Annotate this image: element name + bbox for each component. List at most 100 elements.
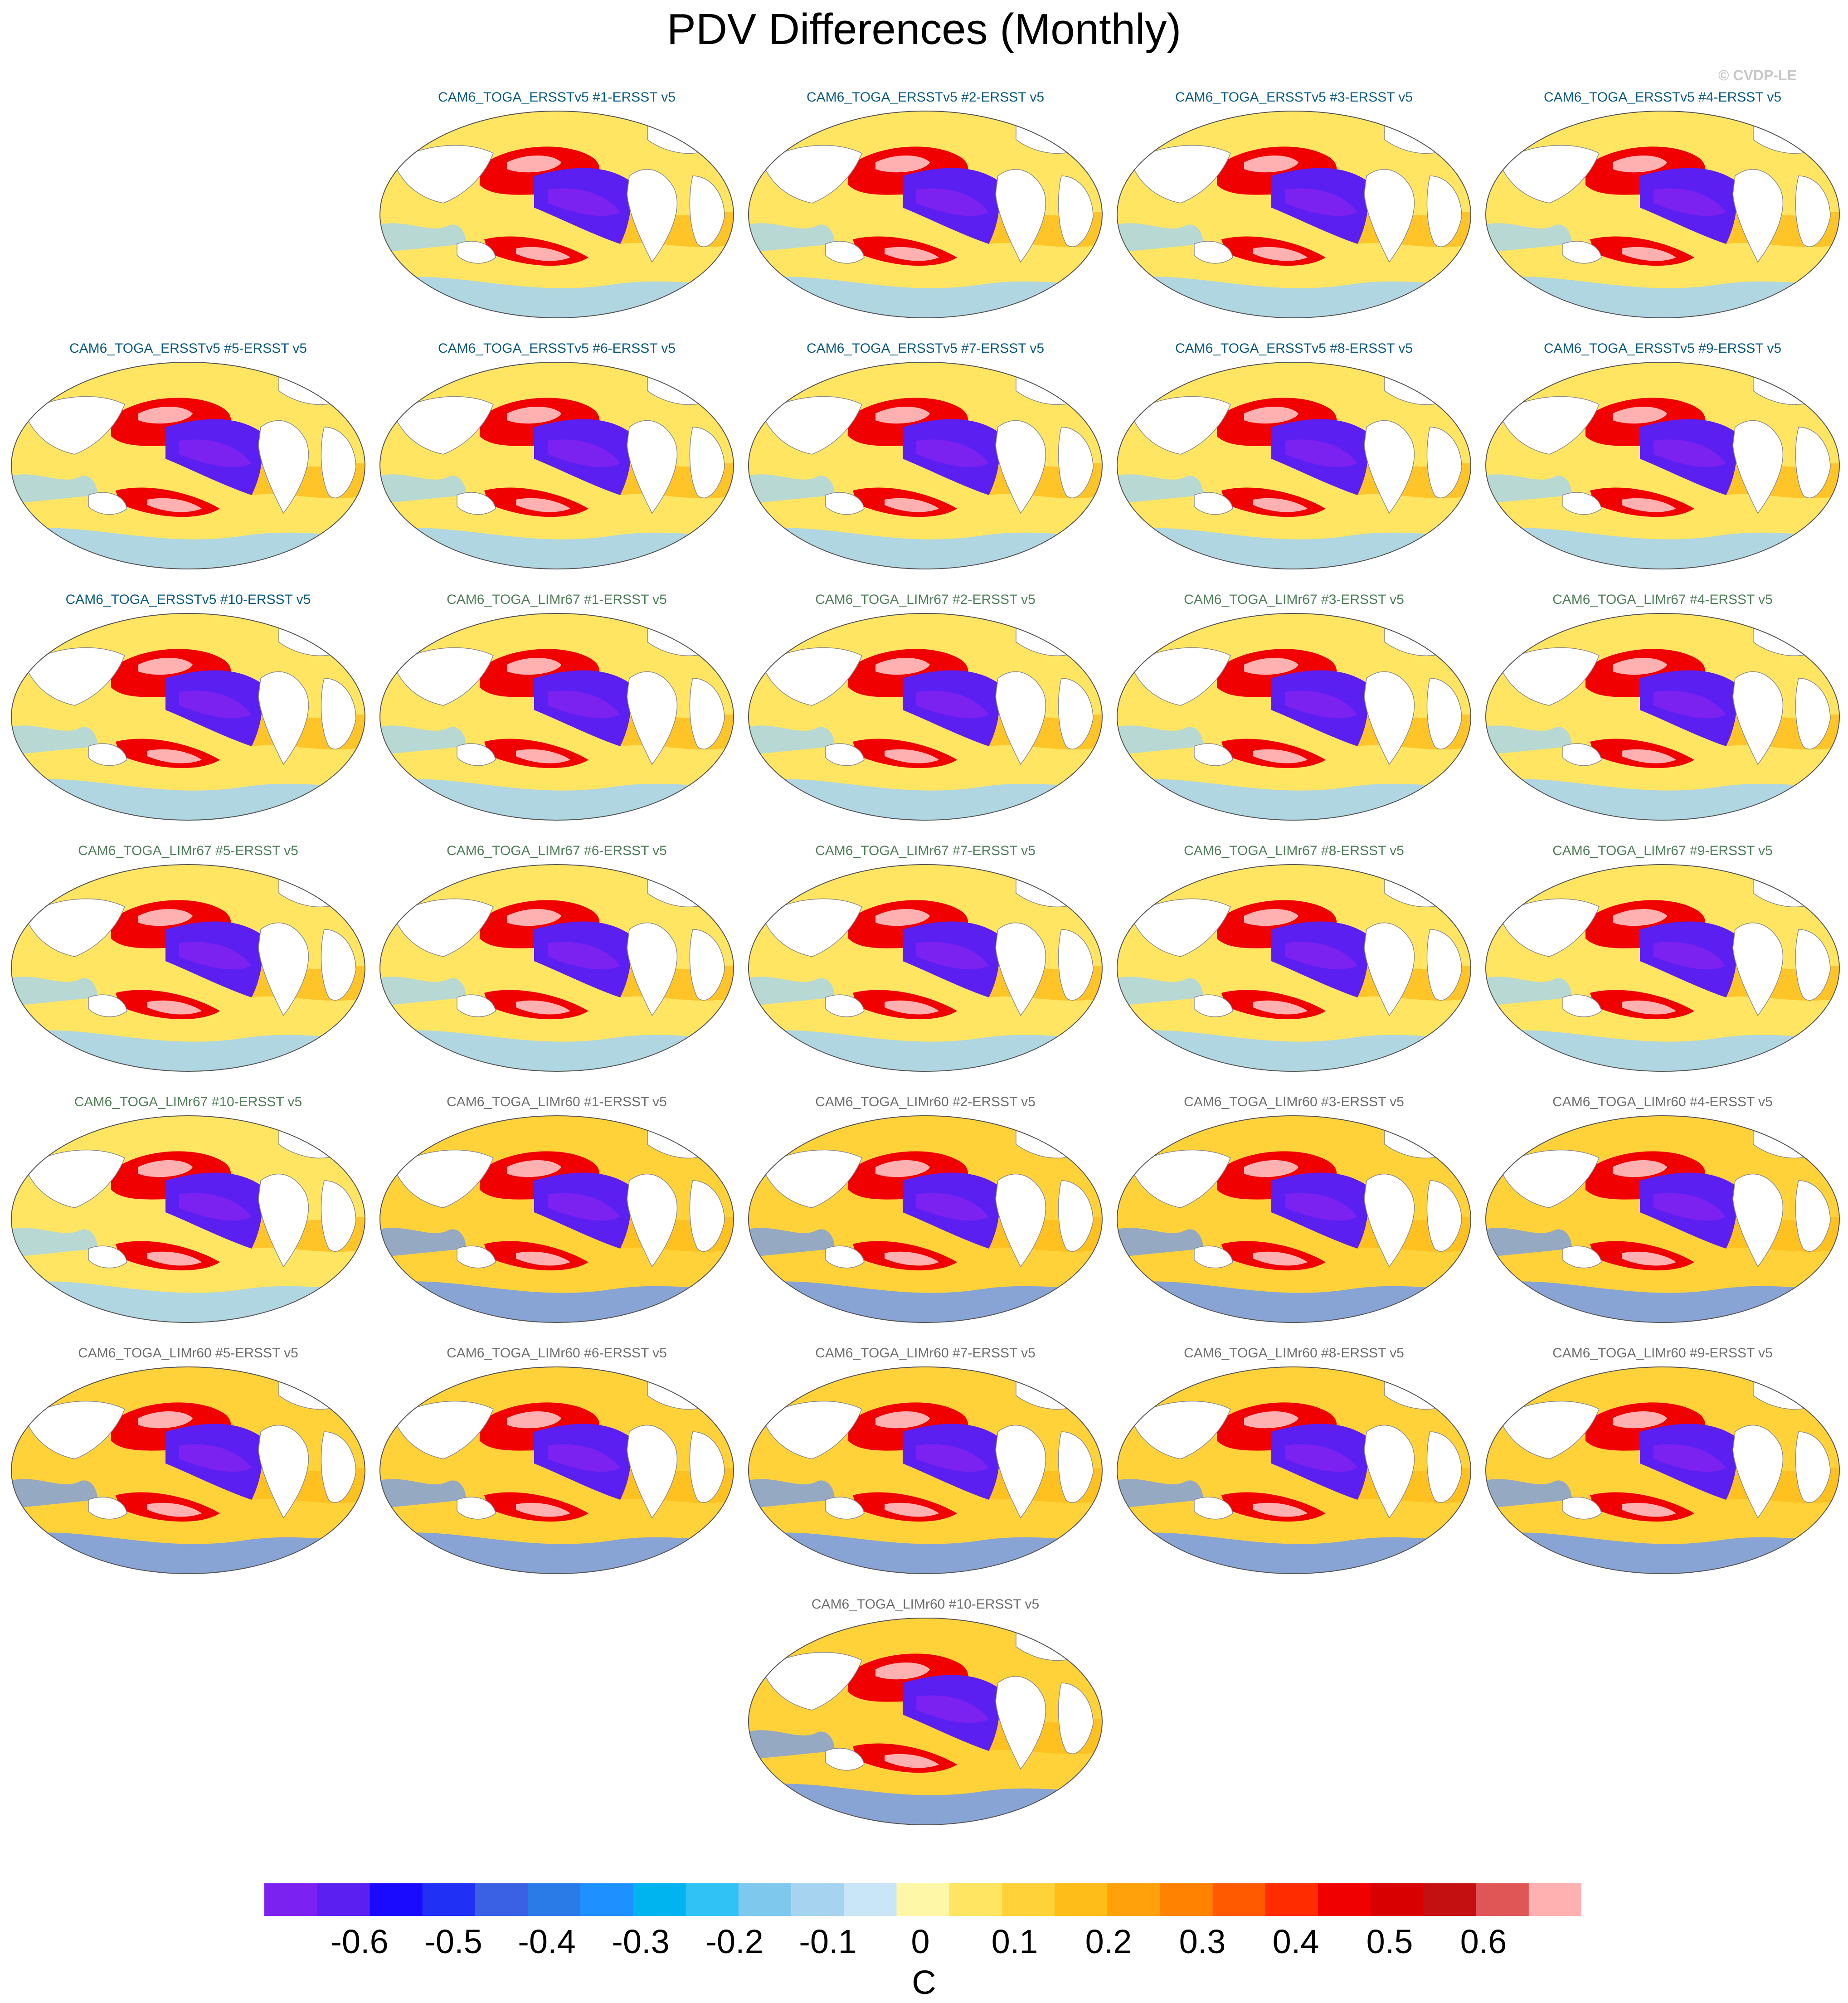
north-pacific-warm-core bbox=[875, 407, 930, 424]
south-pacific-warm-core bbox=[147, 498, 202, 512]
australia-land bbox=[825, 492, 865, 515]
colorbar-swatch bbox=[633, 1883, 686, 1916]
north-pacific-warm-core bbox=[1613, 407, 1667, 424]
map-panel: CAM6_TOGA_LIMr60 #2-ERSST v5 bbox=[744, 1094, 1107, 1335]
north-pacific-warm-core bbox=[875, 1411, 930, 1429]
colorbar-tick-label: 0.3 bbox=[1179, 1923, 1226, 1960]
colorbar-swatch bbox=[949, 1883, 1002, 1916]
map-panel: CAM6_TOGA_LIMr60 #7-ERSST v5 bbox=[744, 1346, 1107, 1586]
panel-title: CAM6_TOGA_LIMr67 #7-ERSST v5 bbox=[815, 843, 1036, 858]
australia-land bbox=[825, 743, 865, 766]
map-border bbox=[748, 1618, 1103, 1825]
africa-land bbox=[321, 929, 356, 1001]
colorbar-tick-label: 0.6 bbox=[1460, 1923, 1507, 1960]
east-pacific-cold-core bbox=[1653, 439, 1726, 467]
indian-ocean-anomaly bbox=[1486, 725, 1572, 755]
asia-land bbox=[1130, 145, 1231, 204]
map-panel: CAM6_TOGA_ERSSTv5 #3-ERSST v5 bbox=[1113, 90, 1475, 330]
north-pacific-warm-core bbox=[875, 1663, 930, 1680]
africa-land bbox=[1058, 427, 1094, 498]
colorbar-tick-label: -0.5 bbox=[424, 1923, 482, 1960]
north-pacific-warm-core bbox=[1244, 156, 1298, 173]
asia-land bbox=[1499, 1400, 1600, 1459]
australia-land bbox=[1562, 994, 1602, 1017]
south-pacific-warm-core bbox=[1253, 749, 1308, 763]
indian-ocean-anomaly bbox=[380, 1228, 466, 1258]
panel-title: CAM6_TOGA_LIMr60 #8-ERSST v5 bbox=[1184, 1346, 1404, 1361]
indian-ocean-anomaly bbox=[749, 474, 835, 504]
map-panel: CAM6_TOGA_LIMr67 #9-ERSST v5 bbox=[1481, 843, 1844, 1084]
east-pacific-cold-core bbox=[179, 1444, 252, 1472]
africa-land bbox=[321, 1431, 356, 1503]
map-panel: CAM6_TOGA_LIMr67 #10-ERSST v5 bbox=[7, 1094, 370, 1335]
south-pacific-warm-core bbox=[516, 1000, 570, 1015]
north-pacific-warm-core bbox=[1613, 909, 1667, 926]
map-border bbox=[1117, 1115, 1471, 1323]
panel-title: CAM6_TOGA_LIMr60 #6-ERSST v5 bbox=[447, 1346, 667, 1361]
north-pacific-warm-core bbox=[138, 658, 193, 675]
asia-land bbox=[393, 898, 494, 957]
asia-land bbox=[1130, 396, 1231, 455]
indian-ocean-anomaly bbox=[749, 725, 835, 755]
colorbar-tick-label: -0.2 bbox=[705, 1923, 764, 1960]
indian-ocean-anomaly bbox=[380, 977, 466, 1006]
colorbar-swatch bbox=[1371, 1883, 1424, 1916]
panel-title: CAM6_TOGA_LIMr60 #9-ERSST v5 bbox=[1552, 1346, 1773, 1361]
map-panel: CAM6_TOGA_LIMr60 #3-ERSST v5 bbox=[1113, 1094, 1475, 1335]
americas-land bbox=[1732, 922, 1784, 1016]
colorbar-swatch bbox=[1423, 1883, 1477, 1916]
map-svg bbox=[11, 864, 365, 1072]
americas-land bbox=[258, 671, 309, 765]
south-pacific-warm-core bbox=[516, 498, 570, 512]
australia-land bbox=[88, 994, 127, 1017]
africa-land bbox=[689, 1180, 725, 1252]
colorbar-swatch bbox=[1055, 1883, 1108, 1916]
americas-land bbox=[627, 1173, 678, 1268]
americas-land bbox=[1732, 420, 1784, 514]
north-pacific-warm-core bbox=[138, 909, 193, 926]
map-border bbox=[1485, 864, 1840, 1072]
map-border bbox=[379, 1366, 734, 1574]
north-pacific-warm-core bbox=[507, 407, 561, 424]
colorbar-swatch bbox=[1476, 1883, 1529, 1916]
map-svg bbox=[1117, 1366, 1471, 1574]
east-pacific-cold-core bbox=[548, 1444, 620, 1472]
map-svg bbox=[379, 1366, 734, 1574]
indian-ocean-anomaly bbox=[380, 474, 466, 504]
south-pacific-warm-core bbox=[516, 749, 570, 763]
indian-ocean-anomaly bbox=[1486, 474, 1572, 504]
americas-land bbox=[995, 922, 1046, 1016]
north-pacific-warm-core bbox=[1613, 156, 1667, 173]
panel-title: CAM6_TOGA_ERSSTv5 #4-ERSST v5 bbox=[1543, 90, 1782, 105]
colorbar-tick-label: -0.1 bbox=[799, 1923, 857, 1960]
panel-title: CAM6_TOGA_LIMr60 #10-ERSST v5 bbox=[811, 1597, 1040, 1612]
map-svg bbox=[748, 362, 1103, 569]
map-border bbox=[1117, 362, 1471, 569]
asia-land bbox=[762, 647, 862, 706]
asia-land bbox=[24, 1149, 125, 1208]
map-svg bbox=[1485, 613, 1840, 821]
map-border bbox=[1485, 613, 1840, 821]
panel-title: CAM6_TOGA_LIMr67 #3-ERSST v5 bbox=[1184, 592, 1404, 607]
americas-land bbox=[1732, 1173, 1784, 1268]
australia-land bbox=[1194, 743, 1233, 766]
asia-land bbox=[762, 1400, 862, 1459]
australia-land bbox=[457, 994, 496, 1017]
map-panel: CAM6_TOGA_LIMr67 #8-ERSST v5 bbox=[1113, 843, 1475, 1084]
panel-title: CAM6_TOGA_LIMr67 #4-ERSST v5 bbox=[1552, 592, 1773, 607]
australia-land bbox=[825, 241, 865, 264]
colorbar-labels: -0.6 -0.5 -0.4 -0.3 -0.2 -0.1 0 0.1 0.2 0.3 0.4 0.5… bbox=[0, 1922, 1848, 1963]
map-panel: CAM6_TOGA_LIMr60 #5-ERSST v5 bbox=[7, 1346, 370, 1586]
asia-land bbox=[393, 396, 494, 455]
indian-ocean-anomaly bbox=[1117, 977, 1203, 1006]
south-pacific-warm-core bbox=[1622, 498, 1676, 512]
americas-land bbox=[258, 1173, 309, 1268]
east-pacific-cold-core bbox=[1285, 942, 1357, 970]
africa-land bbox=[1795, 929, 1831, 1001]
americas-land bbox=[627, 1424, 678, 1519]
africa-land bbox=[1426, 427, 1462, 498]
colorbar-swatch bbox=[1107, 1883, 1160, 1916]
americas-land bbox=[627, 169, 678, 263]
east-pacific-cold-core bbox=[1653, 942, 1726, 970]
americas-land bbox=[995, 1676, 1046, 1770]
